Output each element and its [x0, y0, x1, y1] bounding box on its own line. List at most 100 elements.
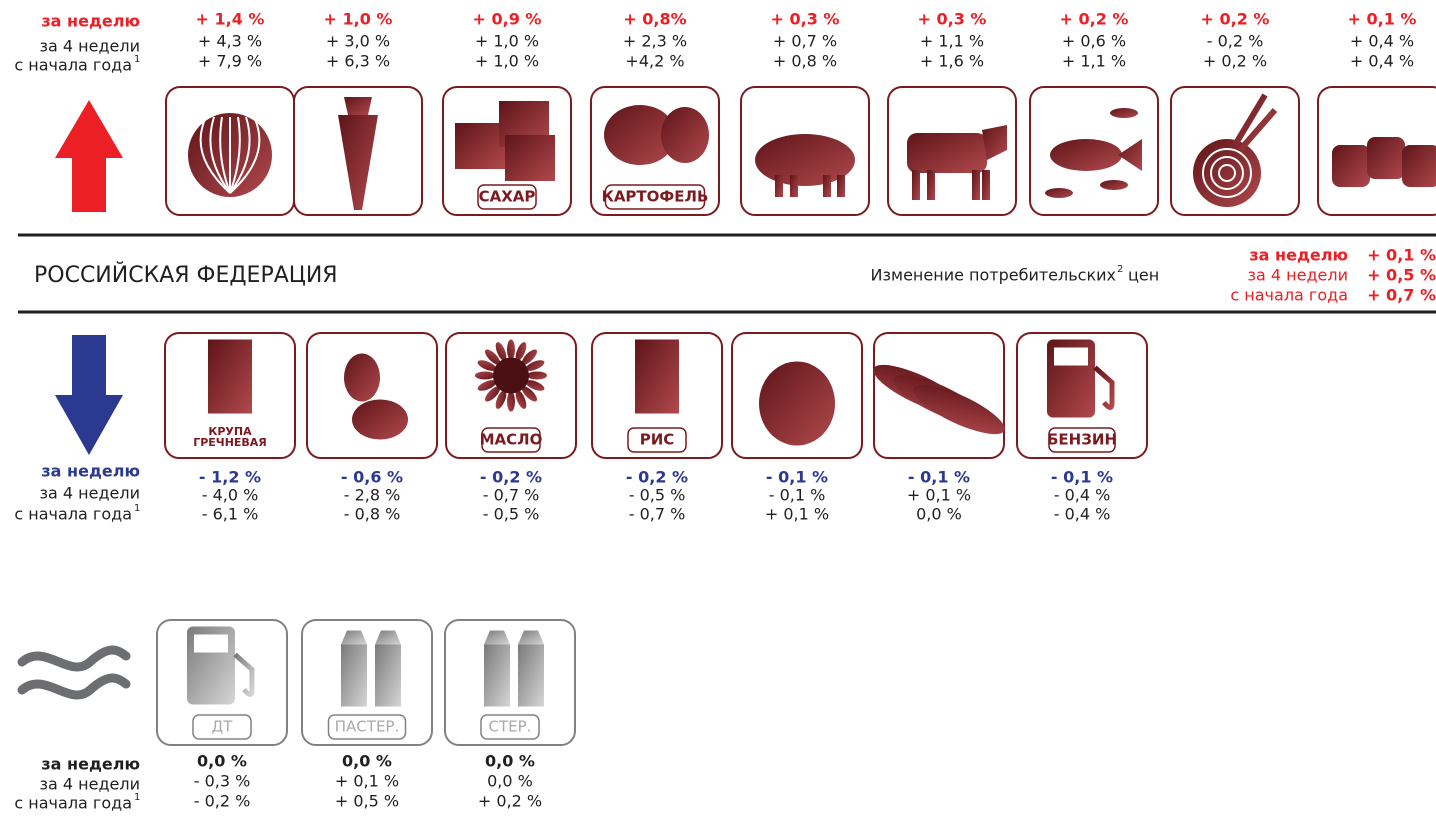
footnote-mark: 1 — [134, 792, 140, 803]
price-change: + 6,3 % — [326, 52, 390, 71]
price-change: - 0,6 % — [341, 468, 403, 487]
page: { "header": { "region": "РОССИЙСКАЯ ФЕДЕ… — [0, 0, 1436, 812]
price-change: - 0,1 % — [908, 468, 970, 487]
price-change: +4,2 % — [625, 52, 684, 71]
price-change: - 0,5 % — [629, 486, 686, 505]
price-change: + 0,8 % — [773, 52, 837, 71]
product-label: САХАР — [479, 188, 536, 206]
price-change: 0,0 % — [197, 752, 247, 771]
price-change: + 1,1 % — [920, 32, 984, 51]
infographic: РОССИЙСКАЯ ФЕДЕРАЦИЯ Изменение потребите… — [0, 0, 1436, 812]
product-card: БЕНЗИН — [1017, 333, 1147, 458]
product-card — [868, 333, 1010, 458]
product-card: КАРТОФЕЛЬ — [591, 87, 719, 215]
price-change: - 1,2 % — [199, 468, 261, 487]
icon-shape — [907, 133, 987, 173]
icon-shape — [475, 372, 495, 380]
price-change: 0,0 % — [916, 505, 962, 524]
product-label: СТЕР. — [489, 718, 532, 736]
icon-shape — [982, 170, 990, 200]
icon-shape — [837, 175, 845, 197]
subtitle: Изменение потребительских — [871, 266, 1116, 285]
price-change: + 0,5 % — [335, 792, 399, 811]
price-change: - 0,4 % — [1054, 486, 1111, 505]
icon-shape — [505, 135, 555, 181]
icon-shape — [1100, 180, 1128, 190]
price-change: - 4,0 % — [202, 486, 259, 505]
price-change: + 7,9 % — [198, 52, 262, 71]
price-change: + 0,1 % — [765, 505, 829, 524]
summary-label: с начала года — [1230, 286, 1348, 305]
price-change: + 0,7 % — [773, 32, 837, 51]
icon-shape — [912, 170, 920, 200]
product-card — [294, 87, 422, 215]
price-change: + 0,3 % — [771, 10, 840, 29]
product-label: КАРТОФЕЛЬ — [602, 188, 709, 206]
price-change: - 2,8 % — [344, 486, 401, 505]
product-label: МАСЛО — [480, 431, 543, 449]
price-change: - 0,2 % — [626, 468, 688, 487]
price-change: + 0,6 % — [1062, 32, 1126, 51]
icon-shape — [759, 362, 835, 446]
price-change: - 0,4 % — [1054, 505, 1111, 524]
region-title: РОССИЙСКАЯ ФЕДЕРАЦИЯ — [34, 262, 338, 288]
period-label: за неделю — [41, 462, 140, 481]
price-change: + 1,0 % — [475, 32, 539, 51]
icon-shape — [527, 372, 547, 380]
price-change: - 0,1 % — [766, 468, 828, 487]
product-card — [166, 87, 294, 215]
price-change: + 3,0 % — [326, 32, 390, 51]
price-change: - 0,2 % — [480, 468, 542, 487]
period-label: за 4 недели — [40, 37, 141, 56]
price-change: 0,0 % — [342, 752, 392, 771]
price-change: - 0,7 % — [483, 486, 540, 505]
product-card — [1318, 87, 1436, 215]
price-change: - 0,3 % — [194, 772, 251, 791]
price-change: - 0,2 % — [1207, 32, 1264, 51]
icon-shape — [208, 340, 252, 414]
down-arrow — [55, 335, 123, 455]
price-change: - 0,1 % — [769, 486, 826, 505]
summary-value: + 0,7 % — [1367, 286, 1436, 305]
product-card — [1030, 87, 1158, 215]
icon-shape — [518, 645, 544, 707]
period-label: за неделю — [41, 755, 140, 774]
period-label: с начала года — [14, 56, 132, 75]
price-change: + 0,8% — [623, 10, 686, 29]
price-change: 0,0 % — [487, 772, 533, 791]
product-card — [888, 87, 1016, 215]
price-change: + 0,2 % — [1060, 10, 1129, 29]
price-change: + 1,4 % — [196, 10, 265, 29]
icon-shape — [344, 354, 380, 402]
product-label: ГРЕЧНЕВАЯ — [193, 436, 267, 449]
icon-shape — [790, 175, 798, 197]
summary-value: + 0,1 % — [1367, 246, 1436, 265]
price-change: + 1,6 % — [920, 52, 984, 71]
price-change: + 0,1 % — [335, 772, 399, 791]
price-change: + 1,1 % — [1062, 52, 1126, 71]
price-change: 0,0 % — [485, 752, 535, 771]
price-change: + 1,0 % — [475, 52, 539, 71]
price-change: + 0,2 % — [478, 792, 542, 811]
icon-shape — [1054, 348, 1088, 366]
product-card: ПАСТЕР. — [302, 620, 432, 745]
price-change: + 0,4 % — [1350, 52, 1414, 71]
product-card — [732, 333, 862, 458]
icon-shape — [1050, 139, 1122, 171]
icon-shape — [1402, 145, 1436, 187]
price-change: + 2,3 % — [623, 32, 687, 51]
footnote-mark: 2 — [1117, 264, 1123, 275]
period-label: с начала года — [14, 505, 132, 524]
approx-sign — [22, 650, 126, 695]
icon-shape — [455, 123, 505, 169]
product-card — [307, 333, 437, 458]
icon-shape — [1110, 108, 1138, 118]
icon-shape — [344, 97, 372, 115]
product-card — [1171, 87, 1299, 215]
icon-shape — [1332, 145, 1370, 187]
price-change: + 0,1 % — [907, 486, 971, 505]
price-change: + 0,3 % — [918, 10, 987, 29]
summary-label: за неделю — [1249, 246, 1348, 265]
icon-shape — [1045, 188, 1073, 198]
product-card: КРУПАГРЕЧНЕВАЯ — [165, 333, 295, 458]
